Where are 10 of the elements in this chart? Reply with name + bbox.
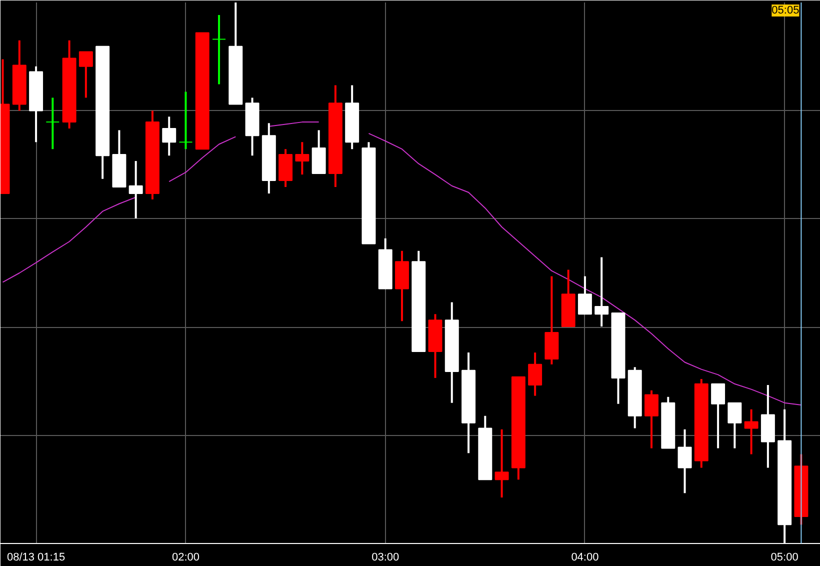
candlestick	[195, 32, 210, 150]
x-tick-label: 03:00	[372, 552, 400, 564]
candlestick	[212, 14, 226, 86]
candlestick	[178, 90, 193, 150]
ref-line-label: 05:05	[772, 4, 800, 16]
x-tick-label: 04:00	[571, 552, 599, 564]
x-tick-label: 05:00	[770, 552, 798, 564]
candlestick	[46, 96, 60, 150]
x-tick-label: 08/13 01:15	[6, 552, 66, 564]
x-tick-label: 02:00	[172, 552, 200, 564]
